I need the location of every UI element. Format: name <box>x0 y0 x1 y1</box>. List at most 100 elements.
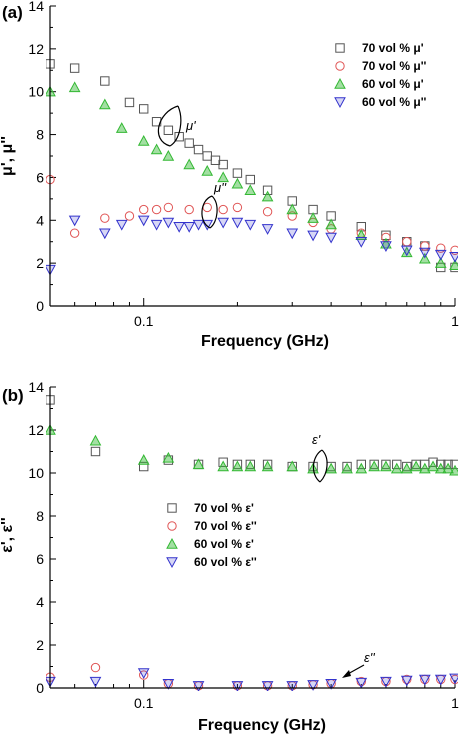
data-point <box>244 184 257 195</box>
data-point <box>400 675 413 687</box>
data-point <box>162 217 175 229</box>
data-point <box>436 459 446 470</box>
legend-b: 70 vol % ε' 70 vol % ε'' 60 vol % ε' 60 vol… <box>166 501 257 569</box>
annotation-eps-double-prime: ε'' <box>364 650 375 665</box>
data-point <box>245 174 256 185</box>
data-point <box>380 241 392 253</box>
legend-marker <box>166 557 178 569</box>
data-point <box>450 459 458 470</box>
bracket-mu-prime <box>157 105 182 147</box>
y-tick-label: 0 <box>36 298 44 314</box>
data-marks-b <box>46 395 458 691</box>
data-point <box>449 259 458 270</box>
data-point <box>184 204 194 215</box>
legend-marker <box>334 77 346 89</box>
data-point <box>137 134 150 146</box>
data-point <box>139 104 149 114</box>
data-point <box>402 674 412 685</box>
data-point <box>231 177 244 189</box>
y-axis-title-a: μ', μ'' <box>0 136 16 176</box>
y-tick-label: 10 <box>28 465 44 481</box>
legend-marker <box>334 97 346 109</box>
data-point <box>69 228 80 238</box>
data-point <box>137 454 150 465</box>
y-tick-label: 4 <box>36 212 44 228</box>
data-point <box>162 149 175 161</box>
data-point <box>355 677 368 689</box>
legend-label: 70 vol % μ'' <box>362 59 427 73</box>
x-tick-label: 1 <box>451 313 459 329</box>
panel-label-b: (b) <box>2 386 24 405</box>
panel-label-a: (a) <box>2 3 23 22</box>
data-point <box>443 459 453 470</box>
data-point <box>98 228 111 240</box>
data-point <box>380 676 392 688</box>
data-point <box>355 462 368 474</box>
data-point <box>150 219 163 231</box>
y-tick-label: 14 <box>28 379 44 395</box>
data-point <box>218 457 228 467</box>
data-point <box>232 459 243 470</box>
data-point <box>402 237 412 247</box>
data-point <box>392 459 402 470</box>
data-point <box>286 681 299 691</box>
y-tick-label: 2 <box>36 255 44 271</box>
data-point <box>192 681 205 691</box>
data-point <box>69 63 80 73</box>
data-point <box>100 76 110 86</box>
data-point <box>98 98 111 110</box>
data-point <box>115 219 128 231</box>
legend-marker <box>167 521 177 531</box>
data-point <box>325 679 337 690</box>
data-point <box>286 228 299 240</box>
data-point <box>286 203 299 215</box>
x-axis-title-a: Frequency (GHz) <box>201 333 329 350</box>
data-point <box>90 446 101 457</box>
data-point <box>341 462 353 474</box>
data-point <box>202 202 212 213</box>
data-point <box>173 222 186 233</box>
data-point <box>262 459 273 470</box>
data-point <box>434 257 447 268</box>
data-point <box>261 681 274 691</box>
data-point <box>442 462 454 474</box>
y-ticks-a: 0 2 4 6 8 10 12 14 <box>28 0 56 314</box>
data-point <box>100 213 110 223</box>
data-point <box>402 461 412 472</box>
data-point <box>162 451 175 463</box>
legend-marker <box>335 61 345 71</box>
data-point <box>162 679 175 690</box>
data-point <box>307 212 319 223</box>
data-point <box>244 219 257 231</box>
data-point <box>380 460 392 472</box>
data-point <box>192 219 205 231</box>
legend-label: 70 vol % μ' <box>362 41 424 55</box>
data-point <box>232 202 243 213</box>
data-point <box>325 232 337 244</box>
data-point <box>434 249 447 261</box>
data-point <box>410 460 422 472</box>
legend-label: 60 vol % ε' <box>194 537 254 551</box>
data-point <box>231 460 244 472</box>
arrow-head-eps-double-prime <box>342 670 351 678</box>
data-point <box>124 211 135 221</box>
y-tick-label: 12 <box>28 41 44 57</box>
y-tick-label: 10 <box>28 84 44 100</box>
data-point <box>232 168 243 178</box>
data-point <box>217 171 230 183</box>
data-point <box>183 158 196 170</box>
data-point <box>287 211 297 221</box>
data-point <box>90 662 101 673</box>
legend-label: 60 vol % ε'' <box>194 555 257 569</box>
data-point <box>68 215 81 227</box>
data-point <box>356 459 366 470</box>
data-point <box>307 680 319 691</box>
data-point <box>325 462 337 474</box>
data-point <box>418 674 431 686</box>
data-point <box>449 252 458 263</box>
data-point <box>400 246 413 258</box>
y-tick-label: 0 <box>36 680 44 696</box>
data-point <box>245 459 256 470</box>
